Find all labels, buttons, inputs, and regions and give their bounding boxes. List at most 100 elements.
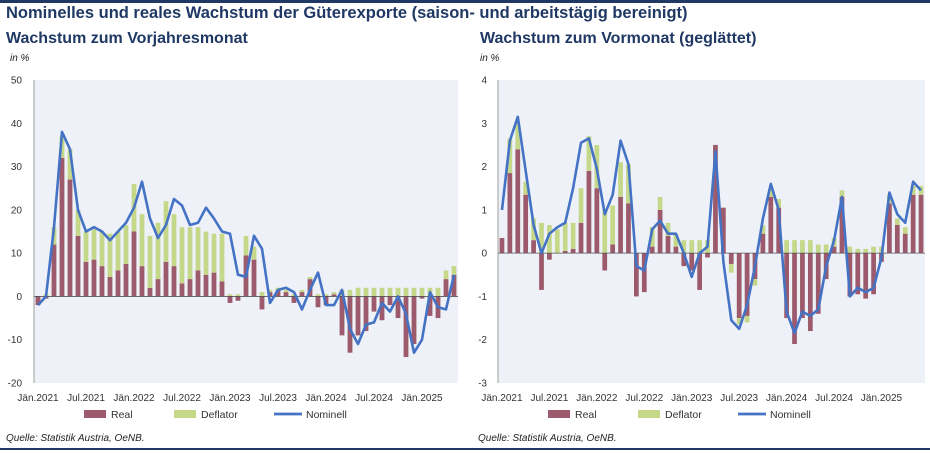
deflator-bar xyxy=(387,287,393,297)
deflator-bar xyxy=(728,263,734,273)
legend-label: Real xyxy=(575,409,597,421)
real-bar xyxy=(594,188,600,254)
real-bar xyxy=(387,296,393,306)
deflator-bar xyxy=(195,227,201,271)
real-bar xyxy=(547,253,552,260)
deflator-bar xyxy=(419,287,425,297)
deflator-bar xyxy=(443,270,449,280)
deflator-bar xyxy=(291,294,297,297)
real-bar xyxy=(371,296,377,312)
deflator-bar xyxy=(323,294,329,297)
deflator-bar xyxy=(259,292,265,297)
deflator-bar xyxy=(539,222,544,254)
real-bar xyxy=(610,244,616,254)
y-tick-label: 20 xyxy=(11,205,23,216)
deflator-bar xyxy=(451,266,457,275)
real-bar xyxy=(107,276,113,297)
deflator-bar xyxy=(570,222,576,249)
real-bar xyxy=(578,222,584,254)
x-tick-label: Jän.2025 xyxy=(861,393,903,404)
real-bar xyxy=(689,253,695,271)
deflator-bar xyxy=(657,196,663,210)
y-tick-label: 10 xyxy=(11,249,23,260)
x-tick-label: Jän.2023 xyxy=(209,393,251,404)
right-chart-title: Wachstum zum Vormonat (geglättet) xyxy=(480,30,757,47)
deflator-bar xyxy=(371,287,377,297)
deflator-bar xyxy=(75,209,81,236)
real-bar xyxy=(847,253,853,297)
deflator-bar xyxy=(227,294,233,297)
real-bar xyxy=(227,296,233,303)
real-bar xyxy=(665,235,671,254)
real-bar xyxy=(657,209,663,254)
deflator-bar xyxy=(807,240,813,254)
real-bar xyxy=(259,296,265,310)
real-bar xyxy=(713,144,718,254)
deflator-bar xyxy=(815,244,821,254)
y-tick-label: 0 xyxy=(16,292,22,303)
deflator-bar xyxy=(67,149,73,180)
real-bar xyxy=(776,207,782,254)
legend-swatch xyxy=(174,410,196,418)
plot-background xyxy=(498,80,925,383)
real-bar xyxy=(831,246,837,254)
y-tick-label: 3 xyxy=(481,119,487,130)
deflator-bar xyxy=(83,231,89,262)
deflator-bar xyxy=(235,294,241,297)
deflator-bar xyxy=(918,186,924,195)
deflator-bar xyxy=(107,233,113,277)
x-tick-label: Jän.2021 xyxy=(481,393,523,404)
deflator-bar xyxy=(910,186,916,195)
real-bar xyxy=(171,266,177,297)
x-tick-label: Jän.2021 xyxy=(17,393,59,404)
bottom-rule xyxy=(0,448,930,450)
real-bar xyxy=(131,231,137,297)
bars xyxy=(499,121,924,345)
deflator-bar xyxy=(744,315,750,323)
nominell-line xyxy=(37,130,456,354)
deflator-bar xyxy=(736,318,742,325)
deflator-bar xyxy=(863,248,869,254)
real-bar xyxy=(283,292,289,297)
real-bar xyxy=(697,253,703,290)
page-title: Nominelles und reales Wachstum der Güter… xyxy=(6,4,688,22)
real-bar xyxy=(123,263,129,297)
x-tick-label: Jul.2021 xyxy=(530,393,568,404)
real-bar xyxy=(673,246,679,254)
deflator-bar xyxy=(435,287,441,297)
real-bar xyxy=(910,194,916,254)
real-bar xyxy=(163,261,169,297)
real-bar xyxy=(570,248,576,254)
real-bar xyxy=(507,173,513,254)
real-bar xyxy=(275,289,281,297)
legend-label: Deflator xyxy=(665,409,702,421)
real-bar xyxy=(499,237,505,254)
legend-label: Nominell xyxy=(306,409,347,421)
plot-background xyxy=(34,80,458,383)
deflator-bar xyxy=(649,227,655,247)
x-tick-label: Jul.2022 xyxy=(625,393,663,404)
deflator-bar xyxy=(768,188,774,197)
real-bar xyxy=(139,266,145,297)
real-bar xyxy=(379,296,385,321)
y-tick-label: -20 xyxy=(8,379,23,390)
left-chart-title: Wachstum zum Vorjahresmonat xyxy=(6,30,248,47)
real-bar xyxy=(51,244,57,297)
real-bar xyxy=(807,253,813,332)
x-tick-label: Jän.2022 xyxy=(576,393,618,404)
x-tick-label: Jul.2023 xyxy=(259,393,297,404)
real-bar xyxy=(99,266,105,297)
real-bar xyxy=(339,296,345,336)
deflator-bar xyxy=(347,289,353,297)
deflator-bar xyxy=(155,222,161,280)
real-bar xyxy=(355,296,361,336)
real-bar xyxy=(155,279,161,297)
real-bar xyxy=(784,253,789,319)
left-unit-label: in % xyxy=(10,53,30,64)
real-bar xyxy=(147,287,153,297)
real-bar xyxy=(299,292,305,297)
deflator-bar xyxy=(689,240,695,254)
deflator-bar xyxy=(562,222,568,251)
real-bar xyxy=(839,196,845,254)
real-bar xyxy=(211,272,217,297)
